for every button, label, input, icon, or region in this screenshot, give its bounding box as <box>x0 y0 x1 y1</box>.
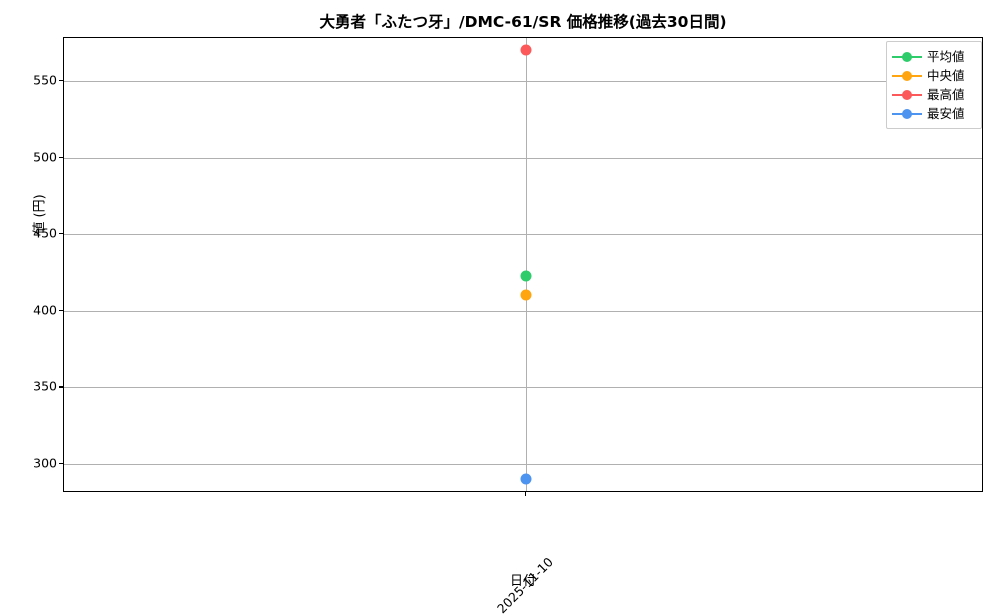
plot-inner <box>64 38 982 491</box>
chart-figure: 大勇者「ふたつ牙」/DMC-61/SR 価格推移(過去30日間) 値 (円) 3… <box>0 13 983 616</box>
legend-label: 最安値 <box>927 105 965 121</box>
legend-swatch <box>892 51 922 62</box>
legend-swatch <box>892 89 922 100</box>
y-axis-tick-mark <box>59 156 63 158</box>
y-axis-tick-label: 550 <box>33 72 57 88</box>
legend-label: 中央値 <box>927 67 965 83</box>
legend-item[interactable]: 平均値 <box>892 47 975 66</box>
gridline-horizontal <box>64 310 982 312</box>
data-point-marker <box>520 270 532 281</box>
data-point-marker <box>520 473 532 485</box>
gridline-horizontal <box>64 387 982 389</box>
gridline-horizontal <box>64 157 982 159</box>
plot-area <box>63 37 983 492</box>
legend-label: 平均値 <box>927 48 965 64</box>
x-axis-tick-label: 2025-11-10 <box>494 500 610 616</box>
gridline-horizontal <box>64 234 982 236</box>
y-axis-ticks: 300 350 400 450 500 550 <box>0 37 63 492</box>
y-axis-tick-mark <box>59 233 63 235</box>
gridline-vertical <box>526 38 527 491</box>
gridline-horizontal <box>64 80 982 82</box>
y-axis-tick-label: 500 <box>33 149 57 164</box>
chart-legend: 平均値中央値最高値最安値 <box>886 41 982 129</box>
legend-marker-dot <box>901 108 912 119</box>
legend-item[interactable]: 最高値 <box>892 85 975 104</box>
y-axis-tick-mark <box>59 79 63 82</box>
legend-marker-dot <box>901 89 912 100</box>
y-axis-tick-label: 450 <box>33 225 57 241</box>
y-axis-tick-label: 400 <box>33 302 57 318</box>
y-axis-tick-label: 300 <box>33 455 57 471</box>
legend-label: 最高値 <box>927 86 965 102</box>
y-axis-tick-mark <box>59 462 63 465</box>
legend-swatch <box>892 108 922 119</box>
y-axis-tick-mark <box>59 386 63 388</box>
chart-title: 大勇者「ふたつ牙」/DMC-61/SR 価格推移(過去30日間) <box>319 13 727 31</box>
legend-swatch <box>892 70 922 81</box>
x-axis-label: 日付 <box>509 574 536 589</box>
data-point-marker <box>520 289 532 301</box>
gridline-horizontal <box>64 463 982 465</box>
y-axis-tick-label: 350 <box>33 378 57 394</box>
legend-marker-dot <box>901 51 912 62</box>
x-axis-tick-mark <box>525 492 527 496</box>
legend-marker-dot <box>901 70 912 81</box>
data-point-marker <box>520 44 532 56</box>
legend-item[interactable]: 中央値 <box>892 66 975 85</box>
y-axis-tick-mark <box>59 309 63 311</box>
legend-item[interactable]: 最安値 <box>892 104 975 123</box>
